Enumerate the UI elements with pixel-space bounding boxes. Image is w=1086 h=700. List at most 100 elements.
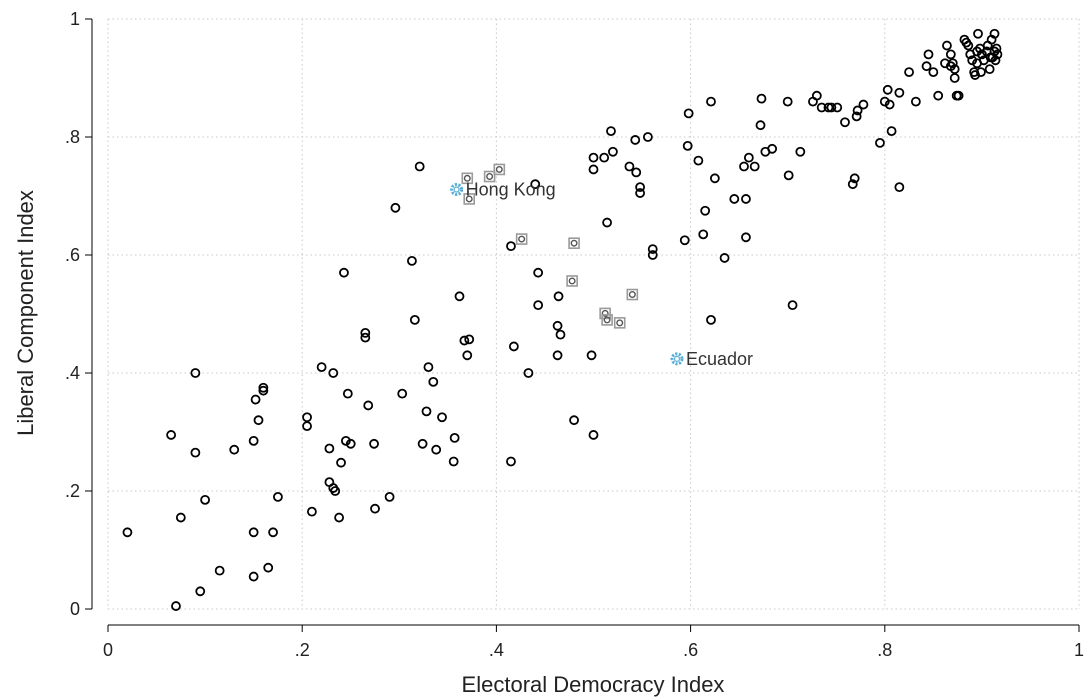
data-point [945, 49, 956, 60]
data-point [826, 102, 837, 113]
y-tick-label: .4 [65, 363, 80, 383]
data-point [263, 562, 274, 573]
data-point [390, 202, 401, 213]
x-tick-label: .6 [683, 640, 698, 660]
data-point-gray-inner [570, 239, 578, 247]
data-point [608, 146, 618, 157]
data-point [933, 90, 944, 101]
data-point [421, 406, 432, 417]
data-point [248, 571, 259, 582]
data-point [630, 135, 641, 145]
data-point [360, 327, 371, 338]
data-point-gray-inner [628, 291, 636, 299]
x-tick-label: 1 [1074, 640, 1084, 660]
data-point [989, 28, 1000, 39]
data-point [990, 55, 1001, 66]
data-point [552, 350, 563, 361]
data-point [882, 84, 893, 95]
data-point [250, 394, 261, 405]
data-point [599, 152, 610, 163]
data-point [506, 241, 516, 252]
data-point [749, 161, 760, 172]
data-point-gray [613, 317, 626, 329]
data-point [523, 368, 534, 378]
data-point [588, 152, 599, 163]
data-point [258, 385, 269, 396]
data-point-gray-inner [486, 173, 494, 181]
data-point [342, 388, 353, 399]
data-point [506, 456, 516, 467]
data-point-highlight [450, 183, 464, 197]
data-point [904, 67, 914, 77]
data-point [448, 456, 459, 467]
y-tick-label: .2 [65, 481, 80, 501]
data-point [122, 527, 133, 538]
data-point [972, 46, 982, 57]
data-point-gray-inner [568, 277, 576, 285]
data-point [330, 486, 341, 496]
data-point [588, 164, 599, 175]
data-point [743, 152, 754, 163]
data-point [428, 376, 439, 387]
data-point [407, 255, 417, 266]
data-point-gray [626, 288, 639, 301]
data-point [334, 512, 344, 523]
annotation-label: Ecuador [686, 349, 753, 369]
data-point [647, 250, 658, 260]
data-point [741, 194, 751, 204]
data-point [973, 28, 983, 39]
data-point [635, 182, 646, 193]
data-point [508, 341, 519, 352]
x-tick-label: 0 [103, 640, 113, 660]
data-point [370, 503, 380, 514]
data-point [963, 40, 974, 51]
data-point [991, 43, 1002, 54]
data-point [858, 99, 869, 110]
data-point [258, 382, 269, 393]
data-point [816, 102, 827, 113]
data-point-highlight-inner [453, 186, 460, 193]
data-point [947, 58, 958, 69]
data-point [682, 140, 693, 151]
data-point [851, 111, 862, 122]
data-point [976, 67, 986, 77]
y-tick-label: 1 [70, 9, 80, 29]
data-point [832, 102, 843, 113]
data-point-gray-inner [518, 235, 526, 243]
data-point [431, 444, 442, 455]
data-point [533, 267, 544, 278]
x-tick-label: .8 [877, 640, 892, 660]
data-point [437, 412, 447, 423]
grid-lines [107, 18, 1080, 610]
data-point [894, 87, 905, 98]
data-point [949, 73, 960, 83]
data-point [339, 267, 349, 278]
data-point [360, 332, 371, 343]
data-point [171, 601, 181, 611]
y-tick-label: .6 [65, 245, 80, 265]
data-point [840, 117, 850, 128]
data-point-gray-inner [463, 174, 471, 182]
data-point [693, 155, 704, 166]
data-point [336, 457, 346, 468]
data-point [987, 52, 998, 63]
data-point [679, 235, 690, 246]
data-point [787, 300, 798, 311]
data-point [324, 443, 335, 454]
data-point [624, 161, 635, 172]
x-tick-label: .2 [295, 640, 310, 660]
data-point [229, 444, 240, 455]
data-point [953, 90, 964, 101]
data-point [369, 438, 379, 449]
data-point [190, 447, 201, 458]
data-point [647, 244, 658, 255]
data-point [553, 291, 564, 302]
data-point-gray [483, 170, 496, 183]
data-point [462, 350, 473, 361]
data-point [397, 388, 408, 399]
data-point [555, 329, 566, 340]
data-point-gray-inner [603, 316, 611, 324]
data-point [709, 173, 720, 184]
data-point [729, 194, 740, 204]
data-point [921, 61, 932, 72]
